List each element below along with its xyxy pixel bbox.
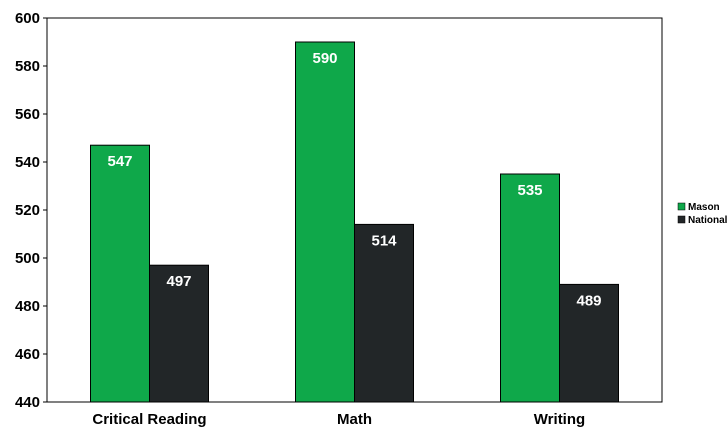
y-tick-label: 540 <box>15 154 40 171</box>
legend-label: National <box>688 215 728 226</box>
bar-value-label: 535 <box>517 182 542 199</box>
bars <box>90 41 619 403</box>
legend-label: Mason <box>688 202 720 213</box>
bar-value-label: 514 <box>371 232 397 249</box>
y-tick-label: 580 <box>15 58 40 75</box>
y-tick-label: 600 <box>15 10 40 27</box>
bar-value-label: 489 <box>576 292 601 309</box>
x-axis-labels: Critical Reading Math Writing <box>92 411 585 428</box>
bar-labels: 547 497 590 514 535 489 <box>107 50 601 309</box>
bar-value-label: 547 <box>107 153 132 170</box>
plot-area-border <box>46 17 663 403</box>
legend-swatch <box>677 202 686 211</box>
y-tick-label: 480 <box>15 298 40 315</box>
y-tick-label: 560 <box>15 106 40 123</box>
y-axis-ticks: 440 460 480 500 520 540 560 580 600 <box>15 10 47 411</box>
bar-national-0 <box>149 264 209 403</box>
bar-national-1 <box>354 223 414 403</box>
bar-value-label: 590 <box>312 50 337 67</box>
y-tick-label: 500 <box>15 250 40 267</box>
y-tick-label: 460 <box>15 346 40 363</box>
category-label: Critical Reading <box>92 411 206 428</box>
category-label: Math <box>337 411 372 428</box>
y-tick-label: 520 <box>15 202 40 219</box>
bar-mason-2 <box>500 173 560 403</box>
category-label: Writing <box>534 411 585 428</box>
legend: Mason National <box>677 202 728 226</box>
bar-mason-1 <box>295 41 355 403</box>
bar-mason-0 <box>90 144 150 403</box>
y-tick-label: 440 <box>15 394 40 411</box>
bar-value-label: 497 <box>166 273 191 290</box>
legend-swatch <box>677 215 686 224</box>
